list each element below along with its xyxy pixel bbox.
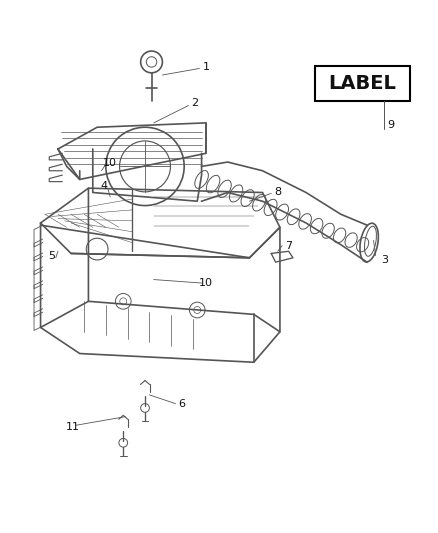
Text: 3: 3 bbox=[381, 255, 388, 265]
Text: 9: 9 bbox=[387, 120, 395, 130]
Text: 7: 7 bbox=[285, 240, 292, 251]
Bar bbox=[315, 66, 410, 101]
Text: 10: 10 bbox=[103, 158, 117, 168]
Text: 6: 6 bbox=[179, 399, 186, 409]
Text: 8: 8 bbox=[274, 187, 281, 197]
Text: 1: 1 bbox=[202, 62, 209, 72]
Text: 2: 2 bbox=[191, 98, 198, 108]
Text: 4: 4 bbox=[100, 181, 107, 191]
Text: 5: 5 bbox=[48, 251, 55, 261]
Text: 10: 10 bbox=[199, 278, 213, 288]
Text: 11: 11 bbox=[66, 422, 80, 432]
Text: LABEL: LABEL bbox=[328, 74, 396, 93]
